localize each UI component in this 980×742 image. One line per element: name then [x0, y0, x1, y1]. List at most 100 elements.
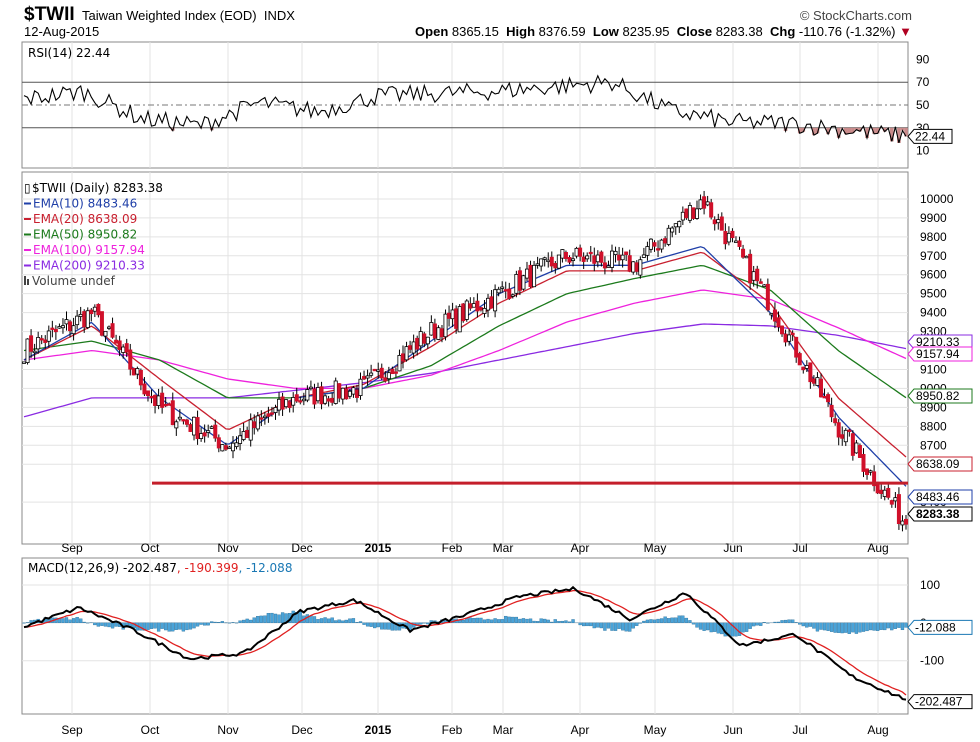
- legend-entry: Volume undef: [32, 274, 116, 288]
- macd-month-label: Aug: [867, 723, 888, 737]
- candle-body: [298, 400, 303, 403]
- macd-month-label: Jul: [792, 723, 807, 737]
- macd-hist-bar: [776, 621, 781, 623]
- candle-body: [595, 254, 600, 263]
- macd-hist-bar: [684, 617, 689, 623]
- price-month-label: Oct: [141, 541, 160, 555]
- macd-hist-bar: [188, 622, 193, 630]
- macd-hist-bar: [213, 621, 217, 623]
- macd-value-tags: -12.088 -202.487: [907, 619, 973, 710]
- macd-month-label: Sep: [61, 723, 83, 737]
- macd-hist-bar: [319, 618, 324, 623]
- candle-body: [610, 250, 615, 268]
- macd-hist-bar: [153, 622, 157, 629]
- macd-hist-bar: [826, 622, 830, 631]
- macd-month-label: Nov: [217, 723, 238, 737]
- candle-body: [192, 416, 197, 436]
- macd-hist-bar: [373, 622, 377, 629]
- macd-hist-bar: [61, 618, 65, 623]
- rsi-oversold-fill: [847, 127, 852, 134]
- macd-hist-bar: [631, 622, 635, 629]
- candle-body: [195, 417, 200, 440]
- candle-body: [826, 394, 831, 403]
- candle-body: [546, 259, 551, 263]
- macd-hist-bar: [837, 622, 841, 633]
- candle-body: [333, 380, 338, 404]
- price-month-label: Jul: [792, 541, 807, 555]
- macd-hist-bar: [674, 617, 678, 623]
- candle-body: [680, 211, 685, 221]
- candle-body: [684, 208, 689, 219]
- candle-body: [847, 429, 852, 433]
- macd-hist-bar: [110, 622, 115, 629]
- candle-body: [631, 261, 636, 273]
- macd-hist-bar: [344, 619, 348, 623]
- macd-hist-bar: [468, 617, 472, 623]
- macd-hist-bar: [766, 622, 770, 624]
- price-tag-box: [907, 346, 973, 362]
- macd-hist-bar: [659, 618, 664, 623]
- macd-hist-bar: [808, 622, 813, 627]
- macd-hist-bar: [486, 618, 490, 623]
- candle-body: [347, 390, 352, 397]
- macd-hist-bar: [865, 622, 869, 632]
- candle-body: [315, 387, 320, 402]
- macd-hist-bar: [376, 622, 380, 628]
- candle-body: [889, 500, 894, 505]
- macd-hist-bar: [68, 619, 72, 623]
- candle-body: [574, 247, 579, 257]
- candle-body: [53, 328, 58, 333]
- macd-hist-bar: [858, 622, 862, 633]
- macd-hist-bar: [613, 622, 618, 631]
- candle-body: [794, 336, 799, 358]
- macd-hist-bar: [489, 619, 494, 623]
- macd-month-axis: Sep Oct Nov Dec 2015 Feb Mar Apr May Jun Jul Aug: [61, 723, 888, 737]
- price-tick-label: 9900: [920, 211, 947, 225]
- macd-hist-bar: [638, 622, 642, 624]
- brand-link[interactable]: © StockCharts.com: [799, 8, 912, 23]
- candle-body: [287, 401, 292, 408]
- candle-body: [818, 378, 823, 398]
- macd-hist-bar: [249, 619, 253, 623]
- macd-hist-bar: [698, 622, 703, 630]
- macd-hist-bar: [805, 622, 809, 628]
- price-tag-text: 8950.82: [916, 389, 960, 403]
- candle-body: [85, 310, 90, 328]
- candle-body: [68, 321, 73, 332]
- candle-body: [294, 394, 299, 402]
- price-candles: [21, 190, 909, 532]
- macd-hist-bar: [539, 618, 543, 623]
- macd-hist-bar: [171, 622, 175, 632]
- macd-hist-bar: [567, 621, 572, 623]
- candle-body: [663, 238, 668, 244]
- candle-body: [184, 419, 189, 425]
- candle-body: [131, 368, 136, 376]
- candle-body: [478, 307, 483, 311]
- candle-body: [719, 216, 724, 231]
- candle-body: [124, 343, 129, 353]
- candle-body: [429, 322, 434, 336]
- candle-body: [815, 377, 820, 386]
- price-tick-label: 8900: [920, 400, 947, 414]
- candle-body: [238, 435, 243, 444]
- candle-body: [563, 252, 568, 259]
- candle-body: [29, 335, 34, 352]
- macd-hist-bar: [773, 621, 777, 623]
- macd-hist-bar: [897, 622, 901, 628]
- macd-hist-bar: [663, 616, 667, 623]
- macd-hist-bar: [114, 622, 118, 627]
- macd-hist-bar: [316, 619, 320, 623]
- macd-hist-bar: [521, 618, 526, 623]
- candle-body: [170, 400, 175, 426]
- price-tick-label: 9800: [920, 230, 947, 244]
- quote-summary: Open 8365.15 High 8376.59 Low 8235.95 Cl…: [415, 24, 912, 39]
- candle-body: [886, 487, 891, 498]
- candle-body: [110, 323, 115, 338]
- candle-body: [822, 396, 827, 399]
- macd-hist-bar: [791, 619, 795, 623]
- candle-body: [344, 388, 349, 400]
- candle-body: [337, 383, 342, 399]
- candle-body: [411, 341, 416, 354]
